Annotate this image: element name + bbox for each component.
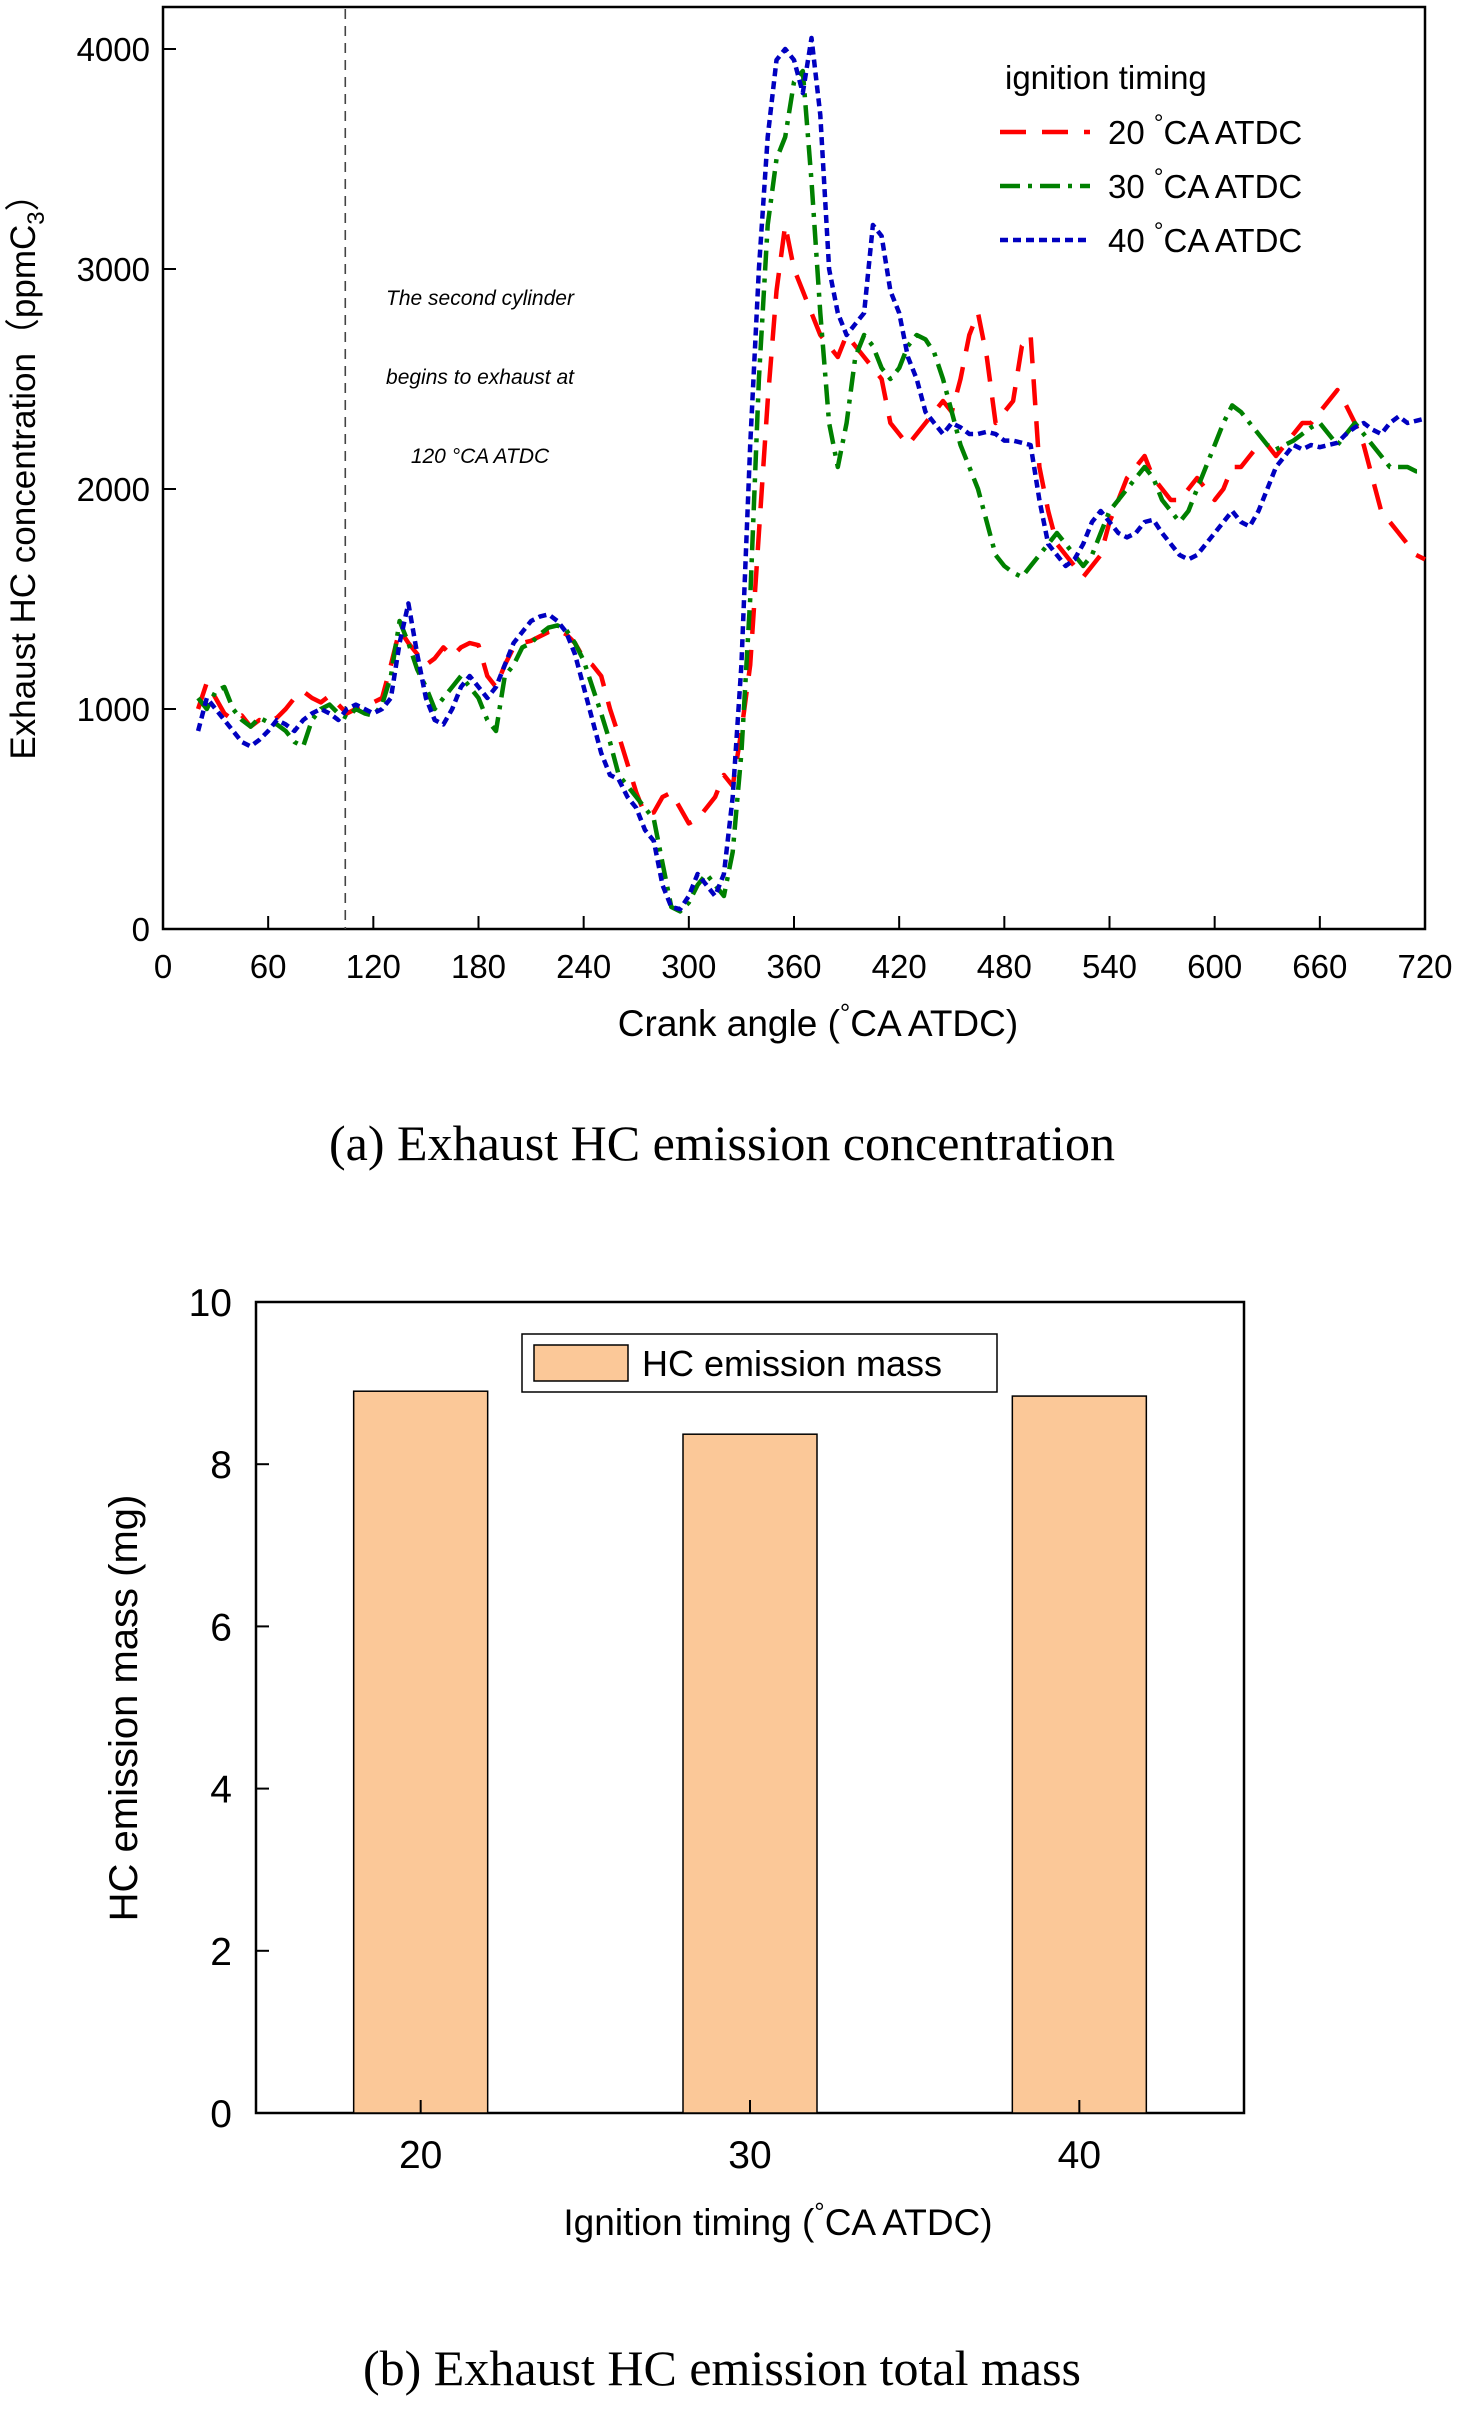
bar-x-title-after: CA ATDC): [825, 2202, 993, 2243]
legend-label-30: 30 °CA ATDC: [1108, 164, 1302, 205]
bar-y-tick-label: 2: [210, 1931, 232, 1974]
bar-x-tick-label: 20: [399, 2134, 442, 2177]
line-x-title-before: Crank angle (: [618, 1003, 841, 1044]
line-x-title-deg: °: [840, 998, 850, 1028]
bar-legend-label: HC emission mass: [642, 1343, 942, 1384]
bar-y-tick-label: 10: [189, 1282, 232, 1325]
line-x-tick-label: 120: [346, 948, 401, 985]
bar-y-axis-title: HC emission mass (mg): [102, 1495, 146, 1922]
annotation-line-2: begins to exhaust at: [386, 366, 575, 389]
bar-x-title-before: Ignition timing (: [563, 2202, 815, 2243]
bar-y-tick-label: 0: [210, 2093, 232, 2136]
legend-unit: CA ATDC: [1163, 168, 1302, 205]
line-y-tick-label: 1000: [77, 691, 150, 728]
bar-y-tick-label: 4: [210, 1769, 232, 1812]
line-x-tick-label: 360: [766, 948, 821, 985]
bar-legend: HC emission mass: [521, 1333, 998, 1393]
line-y-axis: 0 1000 2000 3000 4000: [77, 31, 176, 948]
line-y-tick-label: 2000: [77, 471, 150, 508]
line-x-axis: 0 60 120 180 240 300 360 420 480 540 600 660 720: [154, 916, 1453, 985]
bar-legend-swatch: [533, 1344, 629, 1382]
legend-unit: CA ATDC: [1163, 222, 1302, 259]
bar-y-axis: 0 2 4 6 8 10: [189, 1282, 269, 2136]
legend-title: ignition timing: [1005, 59, 1207, 96]
line-y-tick-label: 0: [132, 911, 150, 948]
bar-x-axis: 20 30 40: [399, 2100, 1101, 2177]
legend-num: 40: [1108, 222, 1154, 259]
line-x-tick-label: 420: [872, 948, 927, 985]
line-x-tick-label: 300: [661, 948, 716, 985]
legend-num: 30: [1108, 168, 1154, 205]
annotation-line-3: 120 °CA ATDC: [411, 445, 550, 468]
line-y-title-end: ）: [4, 176, 43, 211]
legend-num: 20: [1108, 114, 1154, 151]
line-x-title-after: CA ATDC): [850, 1003, 1018, 1044]
line-y-tick-label: 4000: [77, 31, 150, 68]
exhaust-annotation: The second cylinder begins to exhaust at…: [386, 287, 575, 468]
annotation-line-1: The second cylinder: [386, 287, 575, 310]
line-series-group: [195, 35, 1427, 914]
legend-label-20: 20 °CA ATDC: [1108, 110, 1302, 151]
bar-40: [1011, 1395, 1148, 2114]
line-x-tick-label: 240: [556, 948, 611, 985]
line-y-title-sub: 3: [23, 211, 50, 224]
line-x-tick-label: 60: [250, 948, 287, 985]
line-x-tick-label: 720: [1397, 948, 1452, 985]
legend-deg: °: [1154, 218, 1164, 245]
line-x-axis-title: Crank angle (°CA ATDC): [618, 998, 1018, 1044]
line-x-tick-label: 600: [1187, 948, 1242, 985]
caption-b: (b) Exhaust HC emission total mass: [363, 2340, 1081, 2396]
bar-x-axis-title: Ignition timing (°CA ATDC): [563, 2197, 992, 2243]
line-x-tick-label: 180: [451, 948, 506, 985]
bar-y-tick-label: 8: [210, 1444, 232, 1487]
bar-20: [352, 1390, 489, 2114]
bar-30: [682, 1433, 818, 2114]
series-line-40: [195, 35, 1426, 912]
line-chart: 0 60 120 180 240 300 360 420 480 540 600 660 720 0 10…: [4, 5, 1453, 1171]
bar-x-tick-label: 40: [1058, 2134, 1101, 2177]
bar-chart: 0 2 4 6 8 10 20 30 40 HC emission mass HC emiss…: [102, 1282, 1246, 2396]
legend-deg: °: [1154, 110, 1164, 137]
line-x-tick-label: 660: [1292, 948, 1347, 985]
line-y-tick-label: 3000: [77, 251, 150, 288]
caption-a: (a) Exhaust HC emission concentration: [329, 1115, 1115, 1171]
line-x-tick-label: 480: [977, 948, 1032, 985]
bar-series: [352, 1390, 1148, 2114]
legend-label-40: 40 °CA ATDC: [1108, 218, 1302, 259]
bar-y-tick-label: 6: [210, 1606, 232, 1649]
line-x-tick-label: 0: [154, 948, 172, 985]
line-y-title-main: Exhaust HC concentration（ppmC: [4, 225, 43, 760]
line-y-axis-title: Exhaust HC concentration（ppmC3）: [4, 176, 50, 759]
legend-deg: °: [1154, 164, 1164, 191]
bar-x-tick-label: 30: [728, 2134, 771, 2177]
line-x-tick-label: 540: [1082, 948, 1137, 985]
legend-unit: CA ATDC: [1163, 114, 1302, 151]
bar-x-title-deg: °: [814, 2197, 824, 2227]
